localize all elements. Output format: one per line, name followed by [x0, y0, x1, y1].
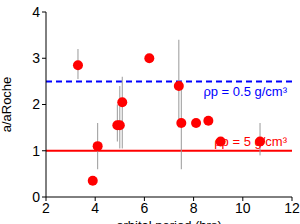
svg-text:10: 10 [235, 200, 251, 216]
svg-text:2: 2 [32, 96, 40, 112]
svg-text:6: 6 [141, 200, 149, 216]
svg-text:0: 0 [32, 189, 40, 205]
svg-text:4: 4 [91, 200, 99, 216]
svg-text:ρp = 0.5 g/cm³: ρp = 0.5 g/cm³ [203, 84, 287, 99]
svg-text:ρp = 5 g/cm³: ρp = 5 g/cm³ [214, 134, 287, 149]
svg-text:12: 12 [284, 200, 292, 216]
svg-text:3: 3 [32, 50, 40, 66]
svg-text:orbital period (hrs): orbital period (hrs) [116, 218, 222, 224]
svg-text:2: 2 [42, 200, 50, 216]
svg-text:a/aRoche: a/aRoche [8, 77, 14, 133]
svg-text:8: 8 [190, 200, 198, 216]
svg-text:4: 4 [32, 4, 40, 20]
svg-text:1: 1 [32, 143, 40, 159]
